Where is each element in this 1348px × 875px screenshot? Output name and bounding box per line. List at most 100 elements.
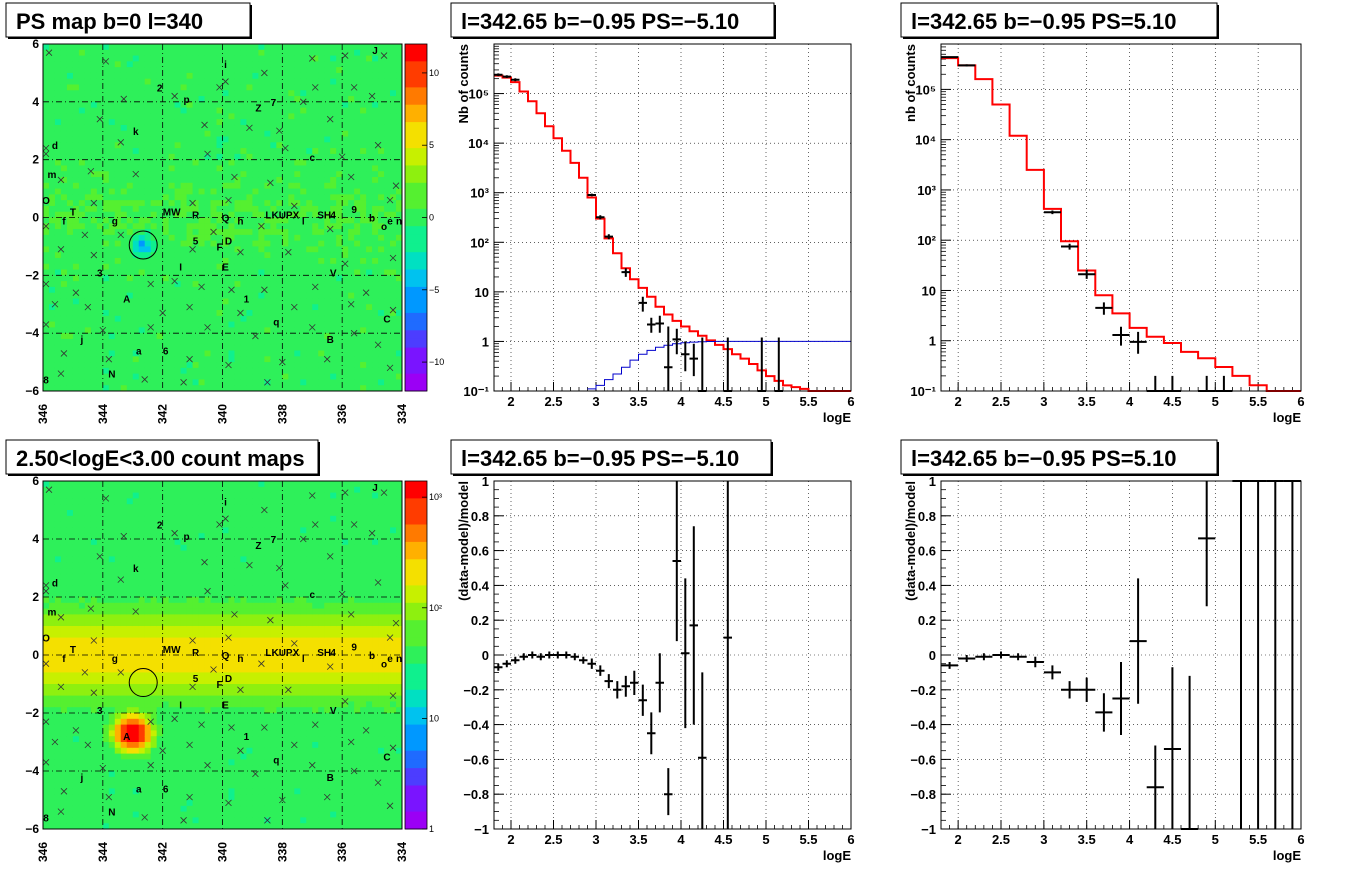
map-cell <box>150 84 158 91</box>
map-cell <box>108 217 116 224</box>
map-cell <box>372 327 379 334</box>
map-cell <box>258 373 265 380</box>
map-cell <box>78 678 86 685</box>
map-cell <box>336 78 343 85</box>
map-cell <box>252 148 259 155</box>
map-cell <box>276 252 283 259</box>
map-cell <box>150 269 158 276</box>
map-cell <box>204 362 211 369</box>
map-cell <box>354 344 361 351</box>
map-cell <box>342 194 349 201</box>
map-cell <box>43 269 50 276</box>
map-cell <box>84 246 92 253</box>
map-cell <box>60 620 68 627</box>
map-cell <box>60 223 68 230</box>
source-cross-marker <box>276 127 283 135</box>
x-tick-label: 2.5 <box>992 394 1010 409</box>
map-cell <box>54 315 62 322</box>
map-cell <box>366 275 373 282</box>
map-cell <box>390 234 397 242</box>
map-cell <box>54 246 62 253</box>
map-cell <box>222 281 229 288</box>
map-cell <box>90 159 98 166</box>
map-cell <box>78 788 86 795</box>
map-cell <box>78 119 86 126</box>
map-cell <box>276 78 283 85</box>
map-cell <box>114 90 122 97</box>
map-cell <box>43 655 50 662</box>
map-cell <box>330 153 337 161</box>
map-cell <box>132 101 140 109</box>
map-cell <box>48 344 56 351</box>
map-cell <box>246 200 253 207</box>
map-cell <box>348 292 355 299</box>
map-cell <box>228 188 235 195</box>
map-cell <box>60 539 68 546</box>
map-cell <box>282 310 289 317</box>
map-cell <box>43 124 50 132</box>
map-cell <box>43 689 50 696</box>
map-cell <box>228 148 235 155</box>
map-cell <box>186 49 193 56</box>
map-cell <box>384 263 391 270</box>
map-cell <box>162 188 170 195</box>
map-cell <box>192 142 199 149</box>
map-cell <box>168 385 176 392</box>
map-cell <box>180 61 187 68</box>
map-cell <box>282 304 289 311</box>
map-cell <box>84 707 92 714</box>
map-cell <box>66 362 74 369</box>
map-cell <box>378 113 385 120</box>
map-cell <box>342 165 349 172</box>
map-cell <box>312 246 319 253</box>
map-cell <box>210 333 217 340</box>
map-cell <box>84 177 92 184</box>
map-cell <box>138 211 146 218</box>
map-cell <box>270 72 277 80</box>
map-cell <box>336 240 343 247</box>
map-cell <box>120 481 128 488</box>
map-cell <box>294 211 301 218</box>
map-cell <box>216 385 223 392</box>
map-cell <box>222 315 229 322</box>
map-cell <box>108 275 116 282</box>
map-cell <box>270 229 277 236</box>
map-cell <box>66 310 74 317</box>
data-point-errorbar <box>587 193 596 197</box>
map-cell <box>90 730 98 737</box>
map-cell <box>54 753 62 760</box>
map-cell <box>120 362 128 369</box>
map-cell <box>360 275 367 282</box>
map-cell <box>312 298 319 305</box>
map-cell <box>43 626 50 633</box>
map-cell <box>366 333 373 340</box>
map-cell <box>60 315 68 322</box>
map-cell <box>102 753 110 760</box>
map-cell <box>384 356 391 363</box>
map-cell <box>270 362 277 369</box>
map-cell <box>96 362 104 369</box>
map-cell <box>60 794 68 801</box>
map-cell <box>120 119 128 126</box>
map-cell <box>246 107 253 114</box>
map-cell <box>384 182 391 189</box>
map-cell <box>228 252 235 259</box>
map-cell <box>114 701 122 708</box>
map-cell <box>288 90 295 97</box>
map-cell <box>60 304 68 311</box>
map-cell <box>168 304 176 311</box>
map-cell <box>90 591 98 598</box>
map-cell <box>96 78 104 85</box>
map-cell <box>306 90 313 97</box>
map-cell <box>144 269 152 276</box>
map-cell <box>156 78 164 85</box>
map-cell <box>72 759 80 766</box>
map-cell <box>360 119 367 126</box>
map-cell <box>54 101 62 109</box>
map-cell <box>240 223 247 230</box>
map-cell <box>54 321 62 328</box>
map-cell <box>138 44 146 51</box>
map-cell <box>216 240 223 247</box>
map-cell <box>366 246 373 253</box>
map-cell <box>306 119 313 126</box>
